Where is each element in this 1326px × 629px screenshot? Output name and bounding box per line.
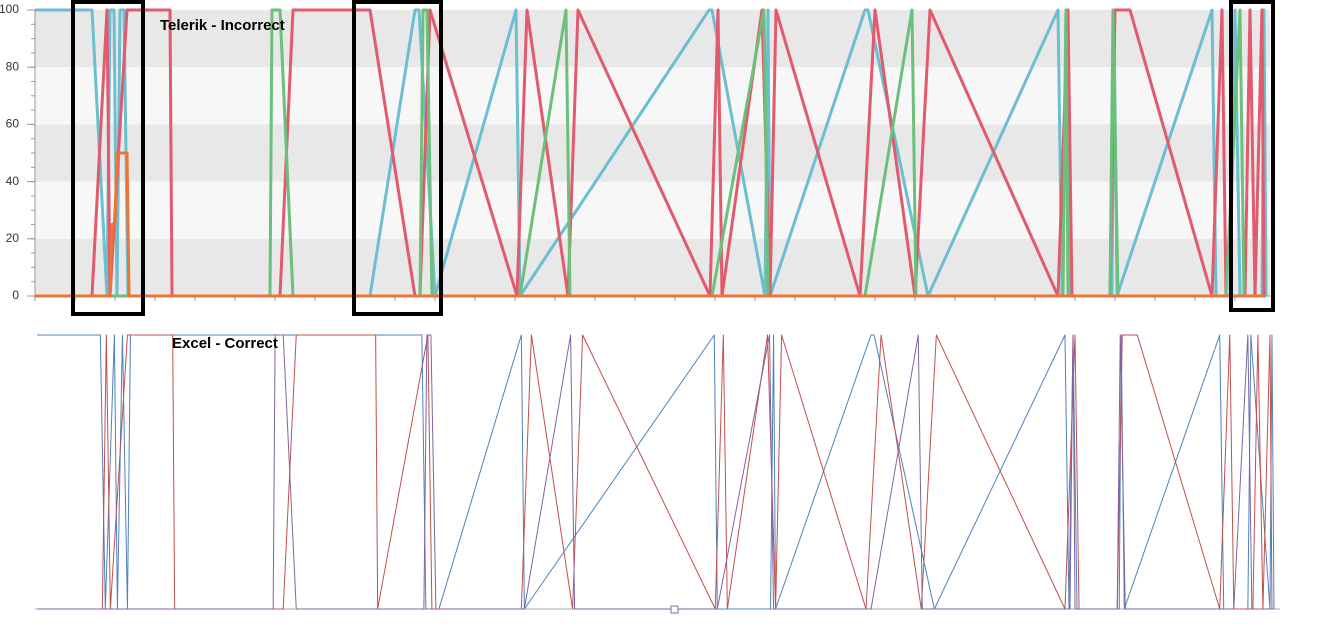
y-tick-label: 40: [6, 174, 20, 188]
series-line: [35, 8, 1268, 298]
chart-title: Telerik - Incorrect: [160, 17, 285, 34]
chart-title: Excel - Correct: [172, 335, 278, 352]
y-tick-label: 0: [12, 288, 19, 302]
y-tick-label: 20: [6, 231, 20, 245]
grid-band: [35, 238, 1270, 296]
y-tick-label: 100: [0, 2, 19, 16]
series-line: [37, 334, 1275, 610]
highlight-box: [1229, 0, 1275, 312]
series-line: [37, 334, 1273, 610]
highlight-box: [352, 0, 443, 316]
y-tick-label: 60: [6, 117, 20, 131]
grid-band: [35, 181, 1270, 239]
y-tick-label: 80: [6, 59, 20, 73]
series-line: [37, 334, 1274, 610]
selection-handle[interactable]: [670, 605, 679, 614]
highlight-box: [71, 0, 145, 316]
series-line: [35, 151, 1266, 298]
